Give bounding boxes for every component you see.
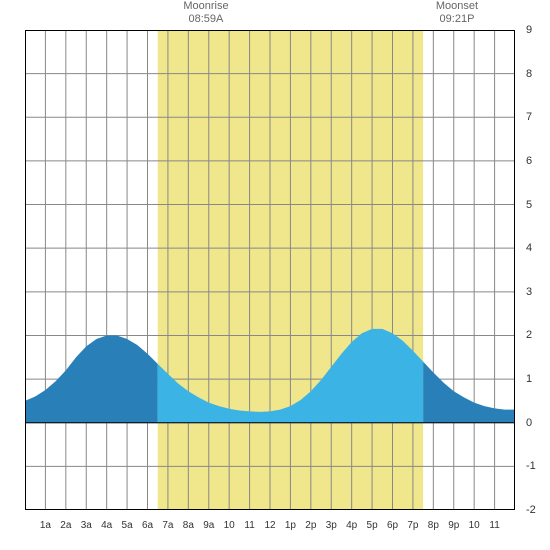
y-tick-label: 4 (526, 242, 532, 254)
x-tick-label: 11 (489, 520, 499, 531)
moonset-label: Moonset 09:21P (436, 0, 478, 26)
x-tick-label: 2a (60, 520, 71, 531)
x-tick-label: 10 (224, 520, 235, 531)
y-axis: -2-10123456789 (520, 30, 540, 510)
x-tick-label: 11 (244, 520, 254, 531)
x-tick-label: 3a (81, 520, 92, 531)
moonset-time: 09:21P (440, 13, 475, 25)
y-tick-label: 2 (526, 329, 532, 341)
y-tick-label: 0 (526, 417, 532, 429)
x-tick-label: 10 (469, 520, 480, 531)
x-tick-label: 4a (101, 520, 112, 531)
x-tick-label: 9a (203, 520, 214, 531)
y-tick-label: 3 (526, 286, 532, 298)
top-labels: Moonrise 08:59A Moonset 09:21P (0, 0, 550, 30)
moonset-title: Moonset (436, 0, 478, 12)
chart-plot-area (25, 30, 515, 510)
x-tick-label: 1p (285, 520, 296, 531)
x-tick-label: 6a (142, 520, 153, 531)
x-tick-label: 4p (346, 520, 357, 531)
y-tick-label: -1 (526, 460, 536, 472)
x-tick-label: 6p (387, 520, 398, 531)
moonrise-title: Moonrise (183, 0, 228, 12)
y-tick-label: -2 (526, 504, 536, 516)
x-axis: 1a 2a 3a 4a 5a 6a 7a 8a 9a 10 11 12 1p 2p 3p 4p 5p 6p 7p 8p… (25, 520, 515, 535)
y-tick-label: 9 (526, 24, 532, 36)
x-tick-label: 8a (183, 520, 194, 531)
x-tick-label: 2p (305, 520, 316, 531)
tide-chart-container: Moonrise 08:59A Moonset 09:21P -2-101234… (0, 0, 550, 550)
x-tick-label: 7p (407, 520, 418, 531)
y-tick-label: 8 (526, 68, 532, 80)
y-tick-label: 7 (526, 111, 532, 123)
x-tick-label: 5a (122, 520, 133, 531)
x-tick-label: 1a (40, 520, 51, 531)
y-tick-label: 1 (526, 373, 532, 385)
x-tick-label: 7a (162, 520, 173, 531)
x-tick-label: 8p (428, 520, 439, 531)
moonrise-label: Moonrise 08:59A (183, 0, 228, 26)
x-tick-label: 12 (264, 520, 275, 531)
x-tick-label: 3p (326, 520, 337, 531)
tide-chart-svg (25, 30, 515, 510)
x-tick-label: 5p (367, 520, 378, 531)
y-tick-label: 5 (526, 199, 532, 211)
x-tick-label: 9p (448, 520, 459, 531)
y-tick-label: 6 (526, 155, 532, 167)
moonrise-time: 08:59A (189, 13, 224, 25)
